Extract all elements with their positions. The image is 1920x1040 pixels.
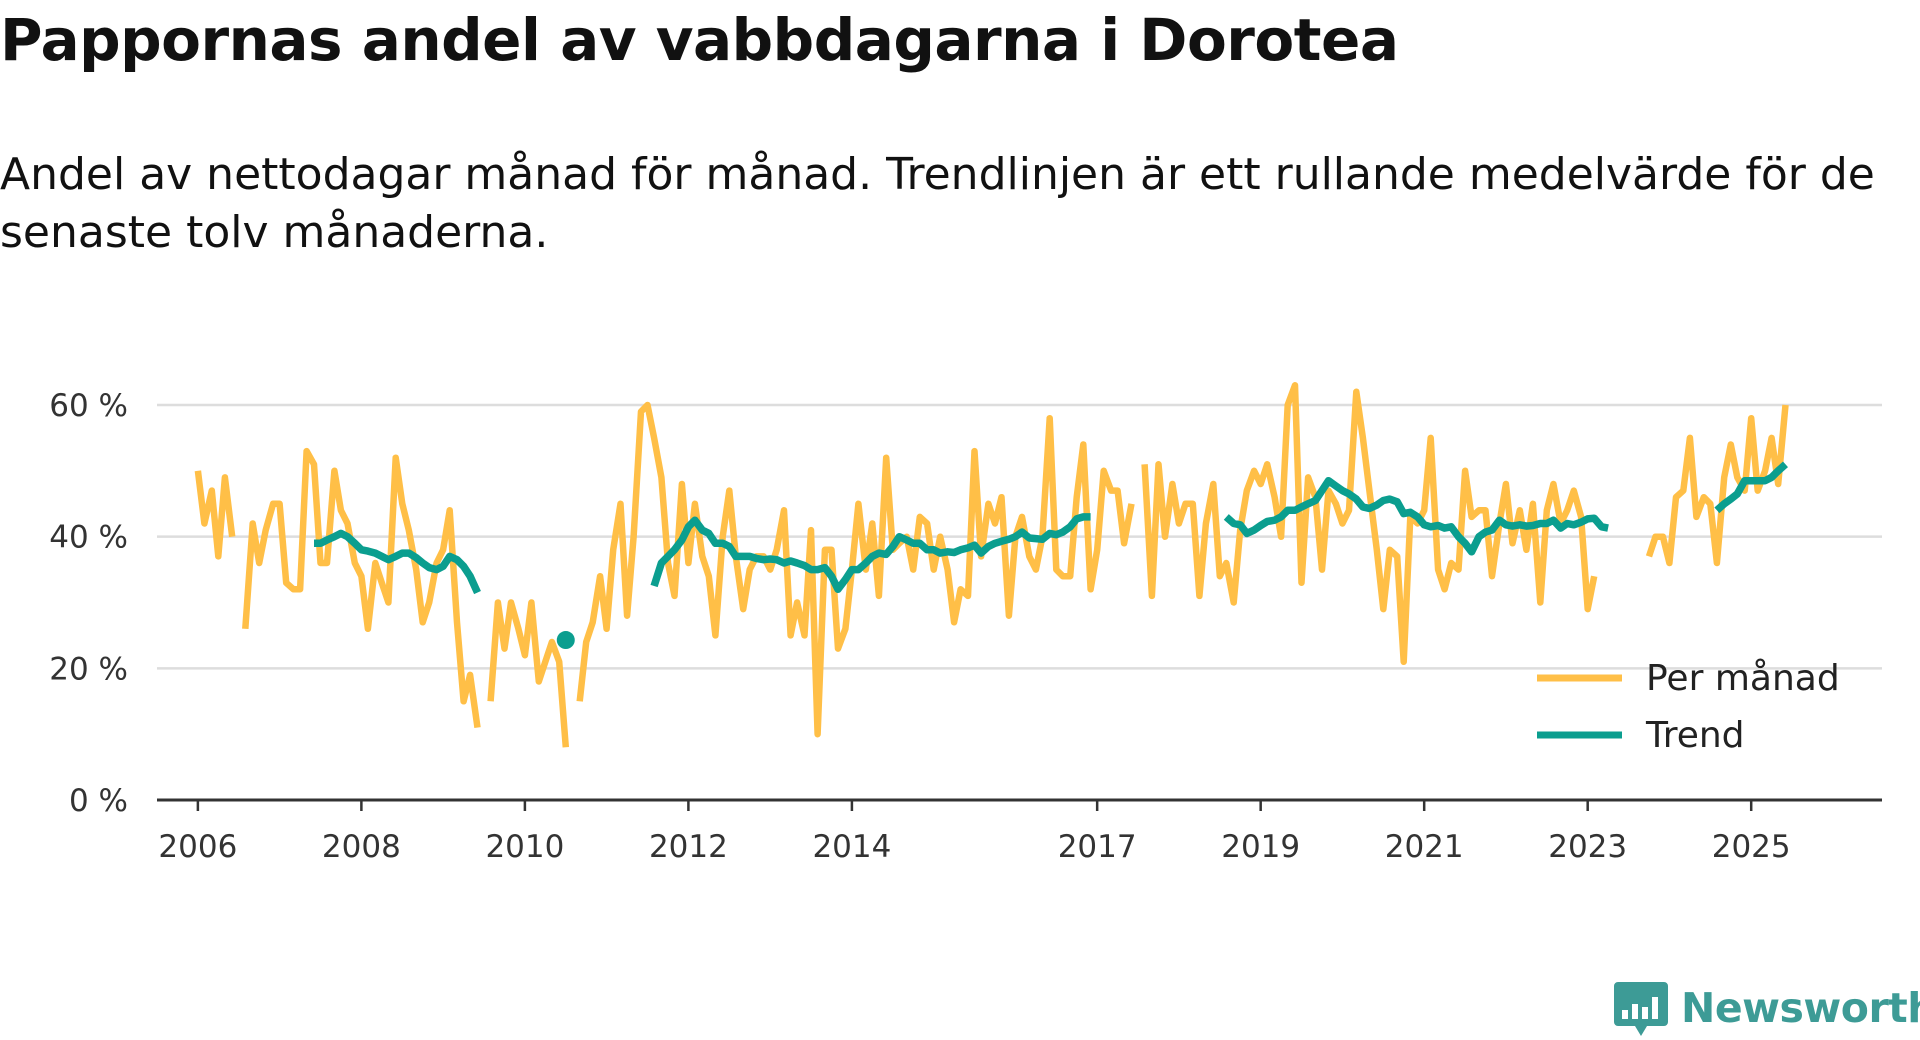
x-tick-label: 2010 xyxy=(485,829,564,865)
monthly-series-line xyxy=(194,470,236,560)
newsworthy-logo-icon xyxy=(1614,982,1668,1036)
y-axis-ticks: 0 % 20 % 40 % 60 % xyxy=(49,388,128,819)
y-tick-label: 40 % xyxy=(49,520,128,556)
y-tick-label: 60 % xyxy=(49,388,128,424)
grid-lines xyxy=(157,403,1882,802)
x-tick-label: 2017 xyxy=(1058,829,1137,865)
x-tick-label: 2012 xyxy=(649,829,728,865)
x-tick-label: 2008 xyxy=(322,829,401,865)
legend-label-trend: Trend xyxy=(1645,715,1745,756)
chart-subtitle: Andel av nettodagar månad för månad. Tre… xyxy=(0,149,1875,258)
trend-series-line xyxy=(1223,476,1609,556)
monthly-series-line xyxy=(487,599,570,748)
x-axis-ticks: 2006 2008 2010 2012 2014 2017 2019 2021 2023 2025 xyxy=(158,800,1791,865)
x-tick-label: 2019 xyxy=(1221,829,1300,865)
x-tick-label: 2021 xyxy=(1385,829,1464,865)
brand-logo: Newsworthy xyxy=(1613,980,1920,1038)
trend-series-line xyxy=(314,529,481,595)
monthly-series-line xyxy=(242,447,481,729)
x-tick-label: 2023 xyxy=(1548,829,1627,865)
x-tick-label: 2025 xyxy=(1712,829,1791,865)
x-tick-label: 2006 xyxy=(158,829,237,865)
monthly-series-line xyxy=(1141,382,1598,666)
y-tick-label: 0 % xyxy=(69,783,128,819)
series-lines xyxy=(194,382,1789,748)
trend-series-line xyxy=(650,513,1091,594)
trend-series-point xyxy=(556,631,575,650)
legend: Per månad Trend xyxy=(1537,658,1840,756)
trend-series-line xyxy=(1714,461,1788,514)
monthly-series-line xyxy=(576,401,1135,738)
chart-title: Pappornas andel av vabbdagarna i Dorotea xyxy=(0,6,1399,74)
legend-label-monthly: Per månad xyxy=(1646,658,1840,699)
x-tick-label: 2014 xyxy=(812,829,891,865)
brand-name: Newsworthy xyxy=(1681,984,1920,1032)
y-tick-label: 20 % xyxy=(49,651,128,687)
